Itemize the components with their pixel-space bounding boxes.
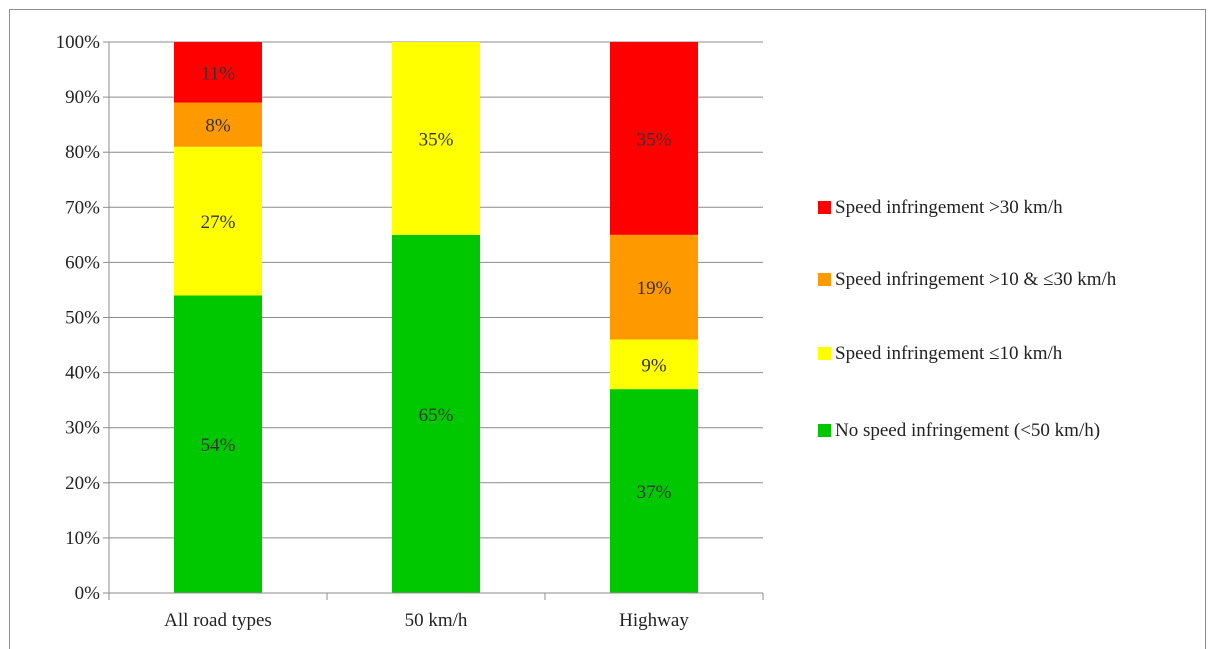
y-tick-label: 0% [75, 583, 101, 604]
x-tick-label: Highway [619, 610, 689, 631]
data-label: 27% [201, 212, 236, 233]
y-tick-label: 70% [65, 197, 100, 218]
y-tick-label: 40% [65, 363, 100, 384]
y-tick-label: 90% [65, 87, 100, 108]
legend-label: Speed infringement >10 & ≤30 km/h [835, 269, 1117, 290]
legend-item: Speed infringement >10 & ≤30 km/h [818, 268, 1190, 292]
x-tick-label: All road types [164, 610, 272, 631]
data-label: 9% [641, 355, 667, 376]
y-tick-label: 30% [65, 418, 100, 439]
bar-segment [610, 389, 698, 593]
data-labels: 54% 27% 8% 11% 65% 35% 37% 9% 19% 35% [201, 63, 672, 503]
data-label: 8% [205, 116, 231, 137]
legend-item: No speed infringement (<50 km/h) [818, 419, 1190, 443]
legend-item: Speed infringement >30 km/h [818, 196, 1190, 220]
bar-segment [610, 234, 698, 340]
legend-swatch [818, 273, 831, 286]
data-label: 35% [419, 129, 454, 150]
data-label: 65% [419, 405, 454, 426]
data-label: 11% [201, 63, 235, 84]
legend-label: Speed infringement >30 km/h [835, 197, 1063, 218]
bar-segment [174, 146, 262, 296]
bar-segment [174, 42, 262, 103]
legend-item: Speed infringement ≤10 km/h [818, 342, 1190, 366]
legend-swatch [818, 347, 831, 360]
data-label: 37% [637, 482, 672, 503]
legend-label: No speed infringement (<50 km/h) [835, 420, 1101, 441]
y-tick-label: 80% [65, 142, 100, 163]
y-tick-label: 50% [65, 308, 100, 329]
legend-swatch [818, 424, 831, 437]
chart-frame [9, 9, 1206, 649]
legend-swatch [818, 201, 831, 214]
x-tick-label: 50 km/h [405, 610, 468, 631]
data-label: 54% [201, 435, 236, 456]
y-tick-label: 100% [56, 32, 101, 53]
data-label: 35% [637, 129, 672, 150]
bar-segment [610, 42, 698, 235]
legend-label: Speed infringement ≤10 km/h [835, 343, 1063, 364]
bar-segment [392, 42, 480, 235]
bar-segment [174, 295, 262, 593]
bar-segment [392, 234, 480, 593]
axes: 0% 10% 20% 30% 40% 50% 60% 70% 80% 90% 100% All roa… [56, 32, 764, 631]
bar-segment [174, 102, 262, 147]
data-label: 19% [637, 278, 672, 299]
bar-segment [610, 339, 698, 390]
bars [174, 42, 698, 593]
y-tick-label: 20% [65, 473, 100, 494]
y-tick-label: 60% [65, 252, 100, 273]
y-tick-label: 10% [65, 528, 100, 549]
